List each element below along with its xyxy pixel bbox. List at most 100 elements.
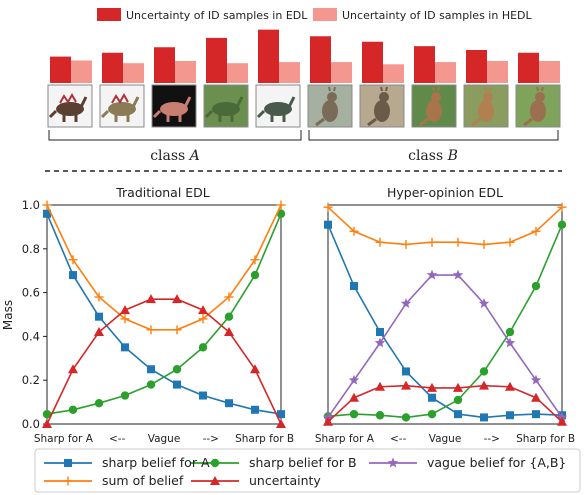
data-point (198, 305, 208, 315)
data-point (121, 343, 129, 352)
stegosaurus-image (99, 84, 145, 128)
legend-swatch-edl (97, 8, 121, 21)
dinosaur-neck (287, 96, 296, 108)
hedl-bar-B3 (435, 62, 456, 83)
kangaroo-ear (541, 86, 544, 92)
dinosaur-neck (235, 96, 244, 108)
kangaroo-image (463, 84, 509, 128)
edl-bar-A4 (206, 37, 227, 83)
kangaroo-tail (471, 117, 481, 127)
kangaroo-image (359, 84, 405, 128)
hedl-bar-A3 (175, 61, 196, 83)
data-point (198, 343, 208, 352)
right-chart-title: Hyper-opinion EDL (387, 185, 503, 200)
kangaroo-head (535, 92, 545, 102)
series-sharp-belief-for-b (42, 209, 286, 419)
data-point (478, 298, 490, 308)
data-point (94, 292, 104, 302)
kangaroo-image (307, 84, 353, 128)
series-line (327, 384, 563, 423)
y-tick-label: 0.2 (22, 373, 40, 387)
kangaroo-ear (536, 86, 539, 92)
data-point (480, 413, 488, 422)
data-point (557, 202, 567, 212)
data-point (401, 239, 411, 249)
class-b-label: class B (408, 148, 458, 164)
series-line (327, 224, 563, 419)
data-point (68, 255, 78, 265)
kangaroo-head (327, 92, 337, 102)
y-axis-label: Mass (1, 300, 15, 330)
uncertainty-bar-chart (50, 29, 560, 83)
edl-bar-A5 (258, 29, 279, 83)
data-point (277, 410, 285, 419)
dinosaur-tail (48, 109, 58, 119)
edl-bar-B4 (466, 50, 487, 83)
kangaroo-ear (484, 86, 487, 92)
data-point (532, 410, 540, 419)
series-line (46, 213, 282, 415)
data-point (479, 367, 489, 376)
data-point (505, 327, 515, 337)
left-line-chart: 0.0 0.2 0.4 0.6 0.8 1.0 Sharp for A <-- Vague -->… (22, 198, 294, 445)
data-point (146, 325, 156, 335)
plot-frame (327, 204, 563, 425)
legend-marker (64, 459, 72, 467)
x-tick-label: Sharp for B (516, 433, 575, 445)
data-point (173, 380, 181, 389)
series-uncertainty (323, 380, 567, 426)
dinosaur-body (264, 102, 292, 116)
data-point (557, 220, 567, 229)
data-point (42, 409, 52, 419)
kangaroo-body (530, 100, 546, 122)
data-point (479, 380, 489, 390)
data-point (504, 337, 516, 348)
legend-label-belief-b: sharp belief for B (249, 455, 357, 470)
data-point (452, 269, 464, 280)
kangaroo-ear (437, 86, 440, 92)
legend-swatch-sharp-belief-for-b (191, 458, 239, 468)
series-line (327, 224, 563, 419)
left-chart-title: Traditional EDL (115, 185, 210, 200)
kangaroo-body (478, 100, 494, 122)
plot-frame (46, 204, 282, 425)
data-point (225, 399, 233, 408)
data-point (94, 327, 104, 337)
dinosaur-plates (59, 92, 77, 104)
data-point (505, 381, 515, 391)
hedl-bar-A4 (227, 63, 248, 83)
data-point (276, 419, 286, 428)
data-point (531, 226, 541, 236)
data-point (224, 327, 234, 337)
data-point (401, 380, 411, 390)
data-point (199, 391, 207, 400)
series-line (46, 204, 282, 331)
data-point (68, 364, 78, 374)
dinosaur-tail (256, 109, 266, 119)
dinosaur-neck (79, 96, 88, 108)
kangaroo-ear (385, 86, 388, 92)
data-point (251, 405, 259, 414)
data-point (224, 312, 234, 321)
x-tick-label: --> (203, 433, 219, 445)
legend-marker (387, 457, 399, 468)
data-point (530, 374, 542, 385)
data-point (323, 202, 333, 212)
data-point (120, 314, 130, 324)
hedl-bar-B2 (383, 64, 404, 83)
edl-bar-B5 (518, 52, 539, 83)
dinosaur-image (151, 84, 197, 128)
data-point (350, 282, 358, 291)
data-point (147, 365, 155, 374)
right-line-chart: Sharp for A <-- Vague --> Sharp for B (315, 202, 575, 445)
edl-bar-B1 (310, 36, 331, 83)
kangaroo-ear (328, 86, 331, 92)
data-point (374, 337, 386, 348)
dinosaur-body (56, 102, 84, 116)
data-point (453, 237, 463, 247)
data-point (428, 393, 436, 402)
data-point (69, 271, 77, 280)
hedl-bar-A1 (71, 60, 92, 83)
data-point (348, 374, 360, 385)
data-point (349, 409, 359, 419)
